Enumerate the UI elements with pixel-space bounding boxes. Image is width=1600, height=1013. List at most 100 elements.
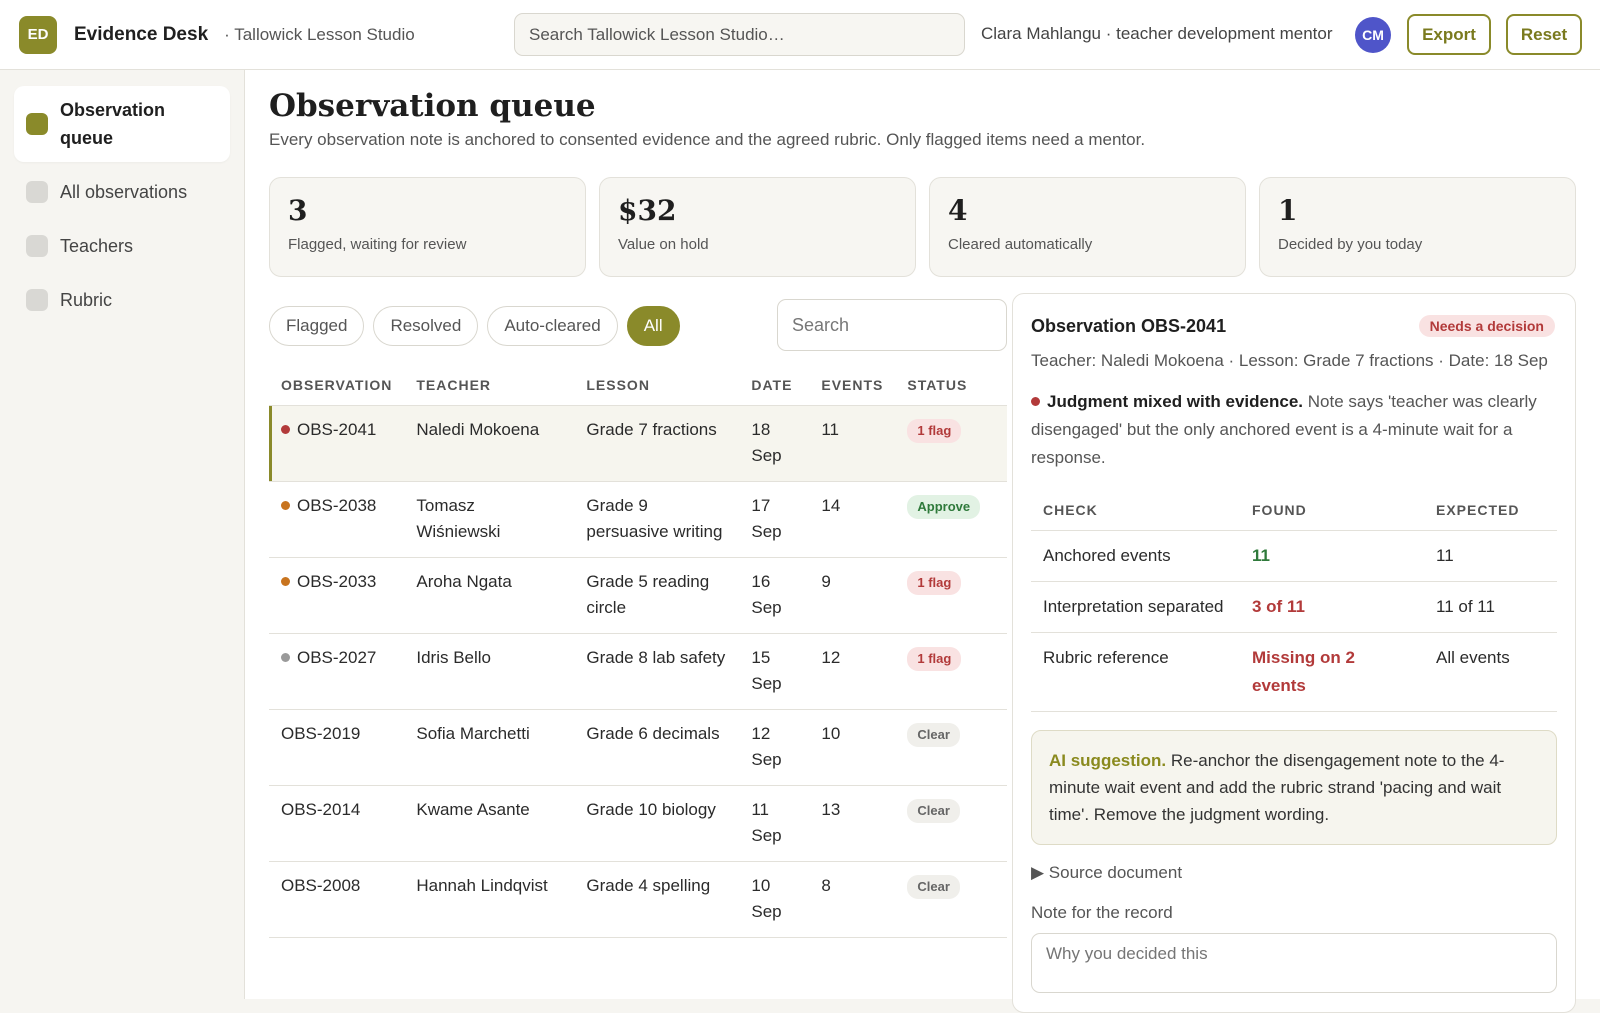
cell-lesson: Grade 4 spelling — [574, 861, 740, 938]
column-header[interactable]: EVENTS — [809, 365, 896, 406]
cell-teacher: Hannah Lindqvist — [404, 861, 575, 938]
cell-events: 8 — [809, 861, 896, 938]
table-row[interactable]: OBS-2038 Tomasz Wiśniewski Grade 9 persuas… — [269, 481, 1007, 558]
cell-teacher: Aroha Ngata — [404, 557, 575, 634]
column-header[interactable]: STATUS — [895, 365, 1007, 406]
cell-status: 1 flag — [895, 405, 1007, 482]
sidebar-item-label: All observations — [60, 182, 188, 202]
table-row: Interpretation separated 3 of 11 11 of 11 — [1031, 581, 1557, 633]
check-name: Anchored events — [1031, 530, 1240, 582]
note-label: Note for the record — [1031, 902, 1173, 922]
table-search-input[interactable] — [777, 299, 1007, 351]
observation-id: OBS-2008 — [281, 875, 361, 895]
page-subtitle: Every observation note is anchored to co… — [269, 130, 1146, 149]
cell-date: 10 Sep — [739, 861, 810, 938]
cell-observation: OBS-2033 — [269, 557, 405, 634]
status-dot-icon — [281, 576, 290, 586]
ai-suggestion: AI suggestion. Re-anchor the disengageme… — [1031, 729, 1557, 845]
stat-value: $32 — [618, 194, 677, 227]
column-header: CHECK — [1031, 490, 1240, 531]
table-row[interactable]: OBS-2008 Hannah Lindqvist Grade 4 spelling… — [269, 861, 1007, 938]
export-button[interactable]: Export — [1407, 14, 1491, 55]
status-badge: 1 flag — [907, 418, 962, 443]
stat-label: Value on hold — [618, 236, 709, 253]
cell-teacher: Naledi Mokoena — [404, 405, 575, 482]
observation-id: OBS-2041 — [297, 419, 377, 439]
column-header[interactable]: LESSON — [574, 365, 740, 406]
table-row[interactable]: OBS-2014 Kwame Asante Grade 10 biology 11 S… — [269, 785, 1007, 862]
cell-status: Clear — [895, 709, 1007, 786]
square-icon — [26, 235, 48, 257]
reset-button[interactable]: Reset — [1506, 14, 1582, 55]
status-dot-icon — [281, 500, 290, 510]
ai-suggestion-text: Re-anchor the disengagement note to the … — [1049, 750, 1505, 824]
cell-status: 1 flag — [895, 633, 1007, 710]
sidebar-item-observation-queue[interactable]: Observation queue — [14, 86, 230, 162]
sidebar-item-teachers[interactable]: Teachers — [14, 222, 230, 270]
note-field[interactable] — [1031, 932, 1557, 993]
stat-label: Flagged, waiting for review — [288, 236, 467, 253]
flag-dot-icon — [1031, 397, 1040, 406]
square-icon — [26, 289, 48, 311]
cell-events: 13 — [809, 785, 896, 862]
filter-auto-cleared[interactable]: Auto-cleared — [487, 306, 618, 346]
stat-value: 4 — [948, 194, 968, 227]
cell-events: 11 — [809, 405, 896, 482]
table-row: Rubric reference Missing on 2 events All e… — [1031, 632, 1557, 712]
filter-all[interactable]: All — [626, 306, 680, 346]
cell-lesson: Grade 6 decimals — [574, 709, 740, 786]
global-search-input[interactable] — [514, 13, 965, 56]
cell-lesson: Grade 5 reading circle — [574, 557, 740, 634]
check-expected: 11 of 11 — [1424, 581, 1557, 633]
sidebar-item-rubric[interactable]: Rubric — [14, 276, 230, 324]
check-expected: All events — [1424, 632, 1557, 712]
cell-date: 11 Sep — [739, 785, 810, 862]
sidebar-item-label: Teachers — [60, 236, 134, 256]
table-row[interactable]: OBS-2027 Idris Bello Grade 8 lab safety 15 … — [269, 633, 1007, 710]
user-name: Clara Mahlangu · teacher development men… — [981, 24, 1333, 43]
cell-date: 16 Sep — [739, 557, 810, 634]
finding-text: Note says 'teacher was clearly disengage… — [1031, 392, 1537, 467]
column-header: FOUND — [1240, 490, 1424, 531]
cell-date: 15 Sep — [739, 633, 810, 710]
table-header-row: CHECK FOUND EXPECTED — [1031, 490, 1557, 531]
detail-title: Observation OBS-2041 — [1031, 316, 1227, 336]
column-header[interactable]: TEACHER — [404, 365, 575, 406]
cell-status: 1 flag — [895, 557, 1007, 634]
sidebar-item-label: Observation queue — [60, 100, 166, 148]
status-dot-icon — [281, 652, 290, 662]
column-header[interactable]: OBSERVATION — [269, 365, 405, 406]
observation-id: OBS-2038 — [297, 495, 377, 515]
finding: Judgment mixed with evidence. Note says … — [1031, 388, 1557, 472]
cell-events: 10 — [809, 709, 896, 786]
source-document-toggle[interactable]: ▶ Source document — [1031, 862, 1183, 882]
status-badge: Clear — [907, 798, 960, 823]
filter-flagged[interactable]: Flagged — [269, 306, 365, 346]
column-header: EXPECTED — [1424, 490, 1557, 531]
cell-observation: OBS-2038 — [269, 481, 405, 558]
cell-date: 18 Sep — [739, 405, 810, 482]
check-found: Missing on 2 events — [1240, 632, 1424, 712]
ai-suggestion-title: AI suggestion. — [1049, 750, 1167, 770]
status-badge: Needs a decision — [1418, 315, 1555, 337]
main-content: Observation queue Every observation note… — [245, 70, 1600, 1013]
observation-id: OBS-2033 — [297, 571, 377, 591]
stat-card-cleared: 4 Cleared automatically — [929, 177, 1246, 277]
status-badge: Approve — [907, 494, 981, 519]
table-row: Anchored events 11 11 — [1031, 530, 1557, 582]
table-row[interactable]: OBS-2041 Naledi Mokoena Grade 7 fractions 1… — [269, 405, 1007, 482]
stat-label: Cleared automatically — [948, 236, 1093, 253]
avatar[interactable]: CM — [1355, 17, 1391, 53]
status-badge: Clear — [907, 874, 960, 899]
sidebar-item-all-observations[interactable]: All observations — [14, 168, 230, 216]
cell-events: 9 — [809, 557, 896, 634]
filter-resolved[interactable]: Resolved — [373, 306, 479, 346]
table-row[interactable]: OBS-2033 Aroha Ngata Grade 5 reading circl… — [269, 557, 1007, 634]
cell-date: 17 Sep — [739, 481, 810, 558]
cell-teacher: Tomasz Wiśniewski — [404, 481, 575, 558]
column-header[interactable]: DATE — [739, 365, 810, 406]
table-header-row: OBSERVATION TEACHER LESSON DATE EVENTS S… — [269, 365, 1007, 406]
table-row[interactable]: OBS-2019 Sofia Marchetti Grade 6 decimals 1… — [269, 709, 1007, 786]
cell-lesson: Grade 9 persuasive writing — [574, 481, 740, 558]
cell-observation: OBS-2027 — [269, 633, 405, 710]
